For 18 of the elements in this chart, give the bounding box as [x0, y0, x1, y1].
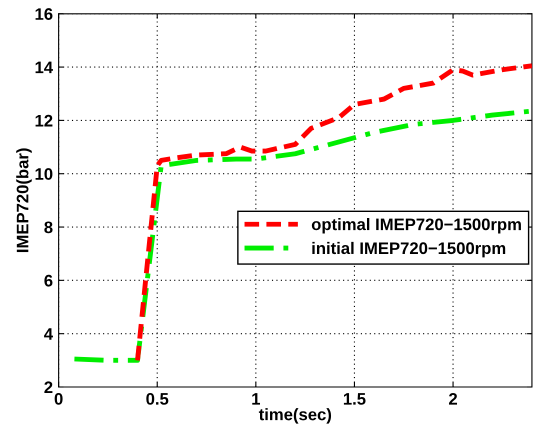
- y-tick-label: 10: [36, 168, 52, 180]
- x-tick-label: 0.5: [146, 392, 168, 405]
- legend-label: initial IMEP720−1500rpm: [312, 242, 506, 258]
- line-series: [135, 63, 532, 363]
- x-tick-label: 2: [448, 392, 458, 405]
- y-tick-label: 12: [36, 114, 52, 126]
- y-tick-label: 14: [36, 62, 53, 74]
- x-tick-label: 1.5: [344, 393, 366, 405]
- y-tick-label: 4: [44, 328, 53, 340]
- y-tick-label: 16: [36, 8, 52, 20]
- y-tick-label: 6: [44, 274, 52, 287]
- y-tick-label: 2: [44, 381, 52, 394]
- y-axis-title: IMEP720(bar): [16, 148, 32, 252]
- x-axis-title: time(sec): [258, 408, 332, 424]
- x-tick-label: 1: [252, 393, 260, 405]
- y-tick-label: 8: [44, 221, 53, 234]
- legend-label: optimal IMEP720−1500rpm: [312, 218, 521, 234]
- x-tick-label: 0: [54, 392, 63, 405]
